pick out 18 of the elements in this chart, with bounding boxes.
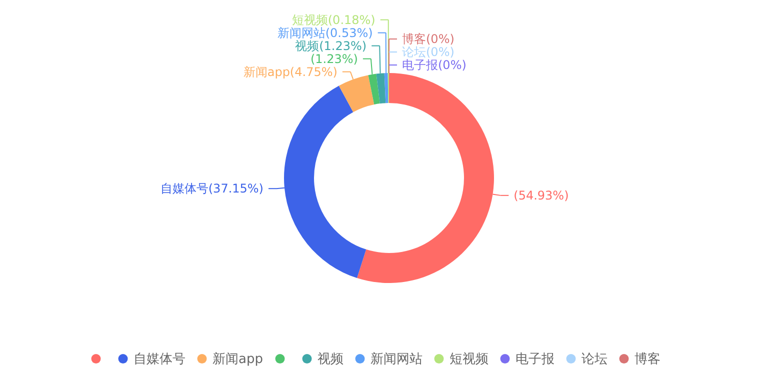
legend-label: 博客 [634, 350, 660, 367]
legend-label: 短视频 [450, 352, 488, 367]
data-label: 视频(1.23%) [295, 38, 367, 53]
legend-label: 新闻app [212, 352, 263, 367]
legend-label: 视频 [318, 352, 344, 367]
data-label: (54.93%) [514, 188, 569, 202]
text: 论坛(0%) [402, 45, 454, 59]
data-label: 短视频(0.18%) [292, 12, 376, 27]
text: 电子报(0%) [402, 58, 466, 72]
legend-label: 新闻网站 [370, 352, 422, 367]
data-label: 新闻网站(0.53%) [277, 26, 373, 40]
legend-label: 论坛 [582, 352, 608, 367]
data-label: 新闻app(4.75%) [243, 64, 338, 79]
data-label: 自媒体号(37.15%) [160, 182, 264, 196]
data-label: (1.23%) [310, 52, 358, 66]
legend-label: 自媒体号 [134, 352, 186, 367]
text: 博客(0%) [402, 32, 454, 46]
legend-label: 电子报 [516, 352, 554, 367]
